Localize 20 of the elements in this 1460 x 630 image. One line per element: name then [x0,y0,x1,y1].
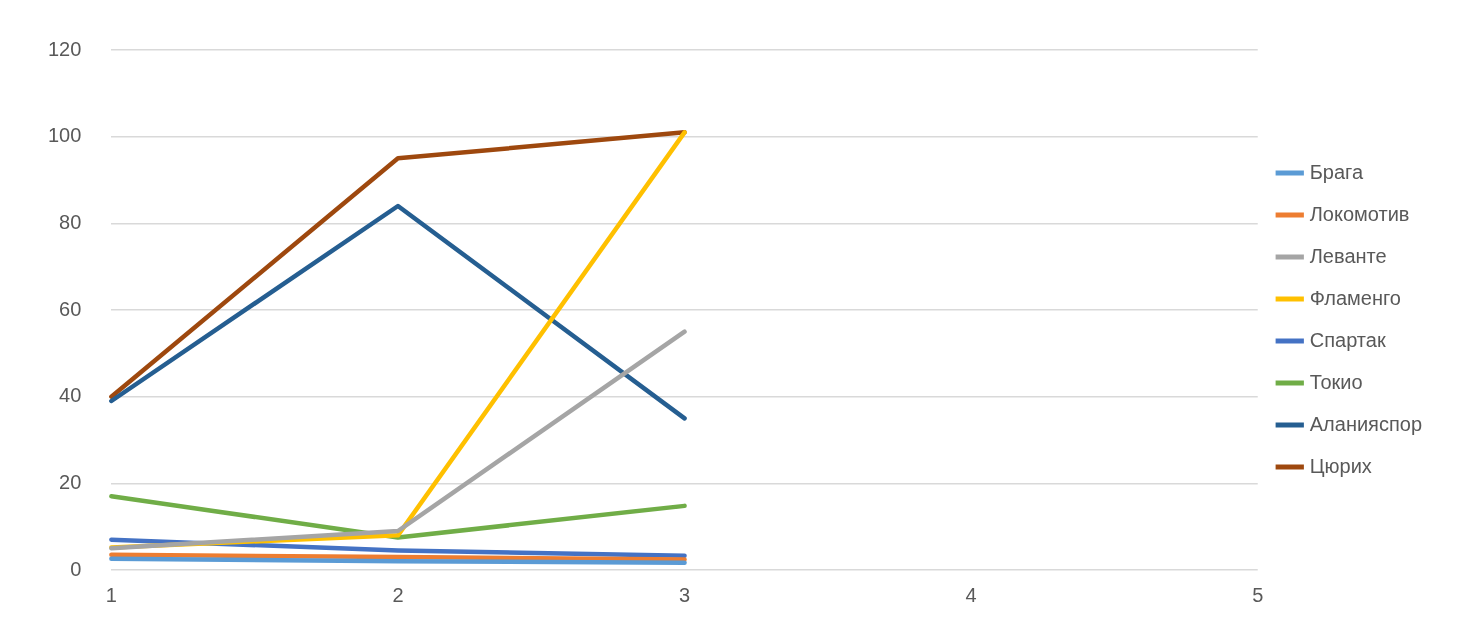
y-tick-label: 80 [59,210,82,233]
x-tick-label: 4 [965,583,977,606]
y-tick-label: 40 [59,384,82,407]
y-tick-label: 0 [70,557,82,580]
legend-label: Спартак [1309,328,1386,351]
y-tick-label: 120 [47,37,82,60]
legend-label: Цюрих [1309,454,1372,477]
x-tick-label: 5 [1252,583,1264,606]
legend-label: Аланияспор [1309,412,1423,435]
legend-label: Токио [1309,370,1363,393]
legend-label: Локомотив [1309,202,1410,225]
y-tick-label: 100 [47,124,82,147]
legend-label: Леванте [1309,244,1387,267]
y-tick-label: 20 [59,470,82,493]
legend-label: Брага [1309,160,1364,183]
y-tick-label: 60 [59,297,82,320]
legend-label: Фламенго [1309,286,1401,309]
x-tick-label: 1 [105,583,117,606]
x-tick-label: 2 [392,583,404,606]
x-tick-label: 3 [678,583,691,606]
